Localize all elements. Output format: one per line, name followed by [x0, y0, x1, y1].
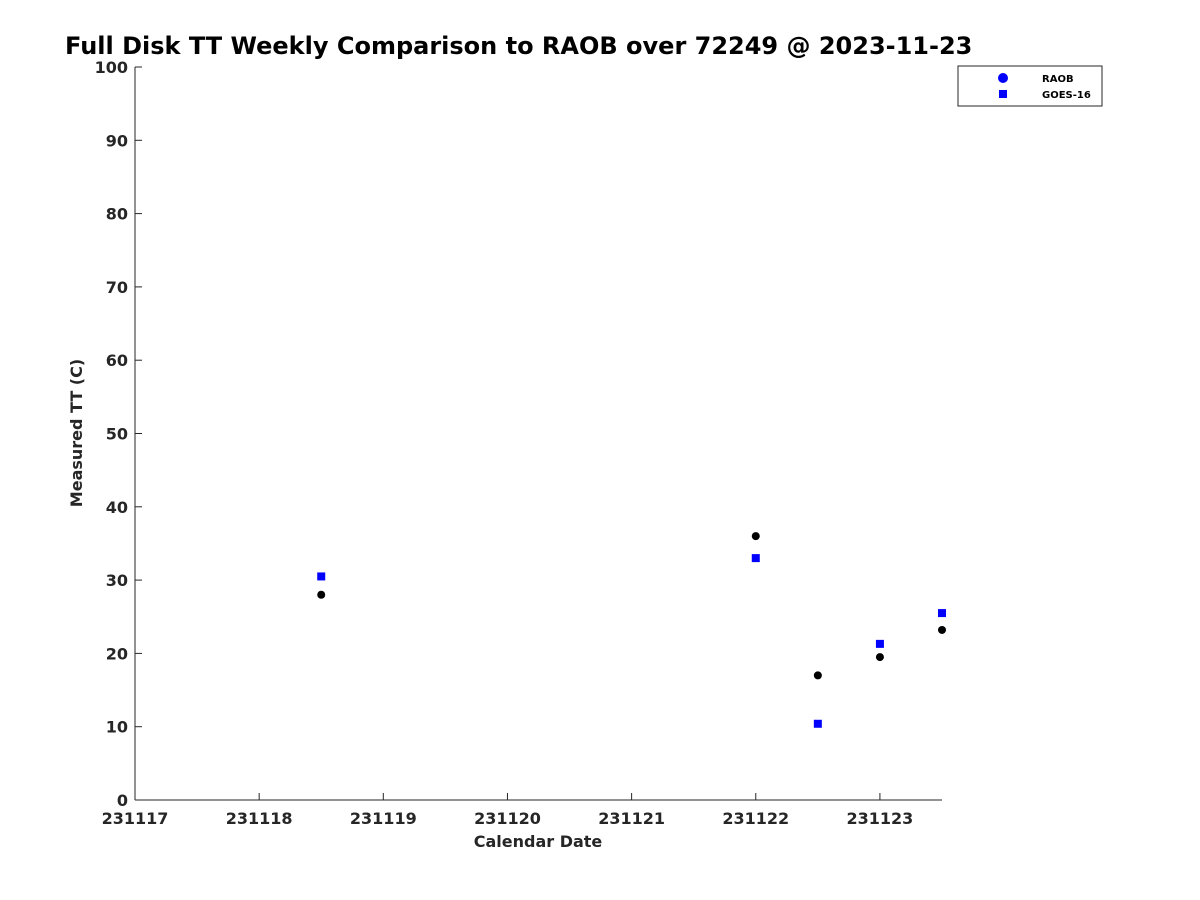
- goes16-point: [875, 639, 884, 648]
- legend-entry-label: GOES-16: [1042, 90, 1091, 101]
- y-tick-label: 100: [95, 58, 128, 77]
- y-tick-label: 30: [106, 571, 128, 590]
- data-marks: [317, 532, 946, 728]
- legend-box: [957, 65, 1103, 107]
- y-tick-label: 90: [106, 131, 128, 150]
- x-tick-label: 231122: [722, 809, 789, 828]
- x-tick-label: 231117: [102, 809, 169, 828]
- x-tick-label: 231123: [847, 809, 914, 828]
- y-tick-label: 60: [106, 351, 128, 370]
- raob-point: [938, 625, 946, 634]
- raob-point: [317, 590, 326, 599]
- legend-entry-label: RAOB: [1042, 74, 1074, 85]
- y-tick-label: 70: [106, 278, 128, 297]
- raob-point: [813, 671, 822, 680]
- y-tick-label: 80: [106, 205, 128, 224]
- chart-title: Full Disk TT Weekly Comparison to RAOB o…: [65, 32, 972, 60]
- plot-axes: 0 10 20 30 40 50 60 70 80 90 100 231117 231118 231119…: [95, 58, 942, 828]
- y-tick-label: 50: [106, 425, 128, 444]
- x-axis-label: Calendar Date: [474, 832, 603, 851]
- goes16-point: [751, 554, 760, 563]
- y-tick-label: 10: [106, 718, 128, 737]
- legend-goes16-marker: [999, 90, 1007, 98]
- y-tick-label: 40: [106, 498, 128, 517]
- x-tick-label: 231119: [350, 809, 417, 828]
- x-tick-label: 231120: [474, 809, 541, 828]
- raob-point: [751, 532, 760, 541]
- y-tick-label: 20: [106, 644, 128, 663]
- raob-point: [875, 653, 884, 662]
- x-tick-label: 231118: [226, 809, 293, 828]
- x-tick-label: 231121: [598, 809, 665, 828]
- chart-legend: RAOB GOES-16: [957, 65, 1103, 107]
- goes16-point: [938, 609, 946, 618]
- legend-raob-marker: [998, 73, 1008, 83]
- y-axis-label: Measured TT (C): [67, 359, 86, 507]
- goes16-point: [813, 719, 822, 728]
- y-tick-label: 0: [117, 791, 128, 810]
- goes16-point: [317, 572, 326, 581]
